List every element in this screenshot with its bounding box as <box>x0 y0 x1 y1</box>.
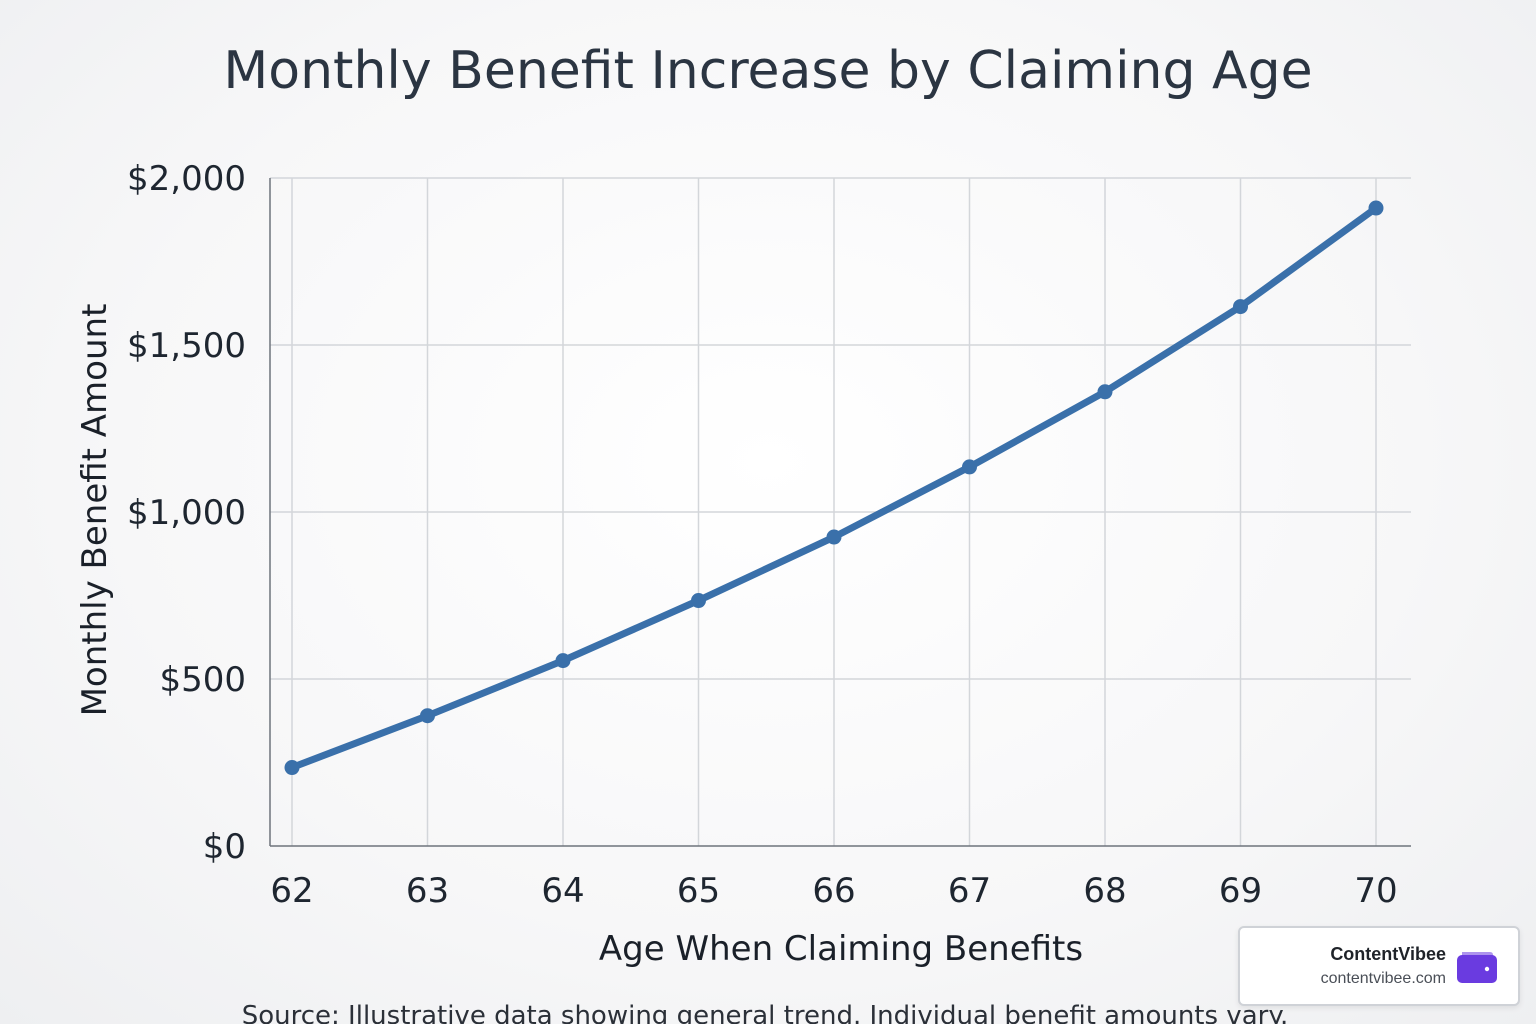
x-tick-label: 69 <box>1219 871 1262 911</box>
x-tick-label: 66 <box>812 871 855 911</box>
data-point[interactable] <box>420 708 435 724</box>
data-point[interactable] <box>691 593 706 609</box>
data-point[interactable] <box>962 459 977 475</box>
data-point[interactable] <box>826 529 842 545</box>
x-tick-label: 70 <box>1354 871 1397 911</box>
y-tick-label: $1,000 <box>127 493 246 533</box>
x-tick-label: 68 <box>1083 871 1126 911</box>
x-tick-label: 65 <box>677 871 720 911</box>
y-tick-label: $1,500 <box>127 326 246 366</box>
x-axis-label: Age When Claiming Benefits <box>599 929 1083 969</box>
y-tick-label: $0 <box>203 827 246 867</box>
wallet-icon <box>1457 952 1497 983</box>
x-tick-labels: 62 63 64 65 66 67 68 69 70 <box>270 871 1397 911</box>
chart-title: Monthly Benefit Increase by Claiming Age <box>223 41 1312 101</box>
x-tick-label: 64 <box>541 871 584 911</box>
y-axis-label: Monthly Benefit Amount <box>75 304 115 717</box>
x-tick-label: 63 <box>406 871 449 911</box>
source-note: Source: Illustrative data showing genera… <box>242 1001 1289 1024</box>
brand-name: ContentVibee <box>1330 944 1446 964</box>
y-tick-label: $500 <box>159 660 246 700</box>
data-point[interactable] <box>1097 384 1113 400</box>
x-tick-label: 67 <box>948 871 991 911</box>
y-tick-label: $2,000 <box>127 159 246 199</box>
y-tick-labels: $0 $500 $1,000 $1,500 $2,000 <box>127 159 246 867</box>
series <box>284 200 1384 776</box>
grid <box>270 177 1411 846</box>
x-tick-label: 62 <box>270 871 313 911</box>
brand-badge[interactable]: ContentVibee contentvibee.com <box>1238 926 1520 1006</box>
data-point[interactable] <box>284 760 300 776</box>
brand-url: contentvibee.com <box>1320 970 1446 987</box>
data-point[interactable] <box>555 653 571 669</box>
data-point[interactable] <box>1233 299 1248 315</box>
data-point[interactable] <box>1368 200 1384 216</box>
axes <box>269 178 1411 847</box>
